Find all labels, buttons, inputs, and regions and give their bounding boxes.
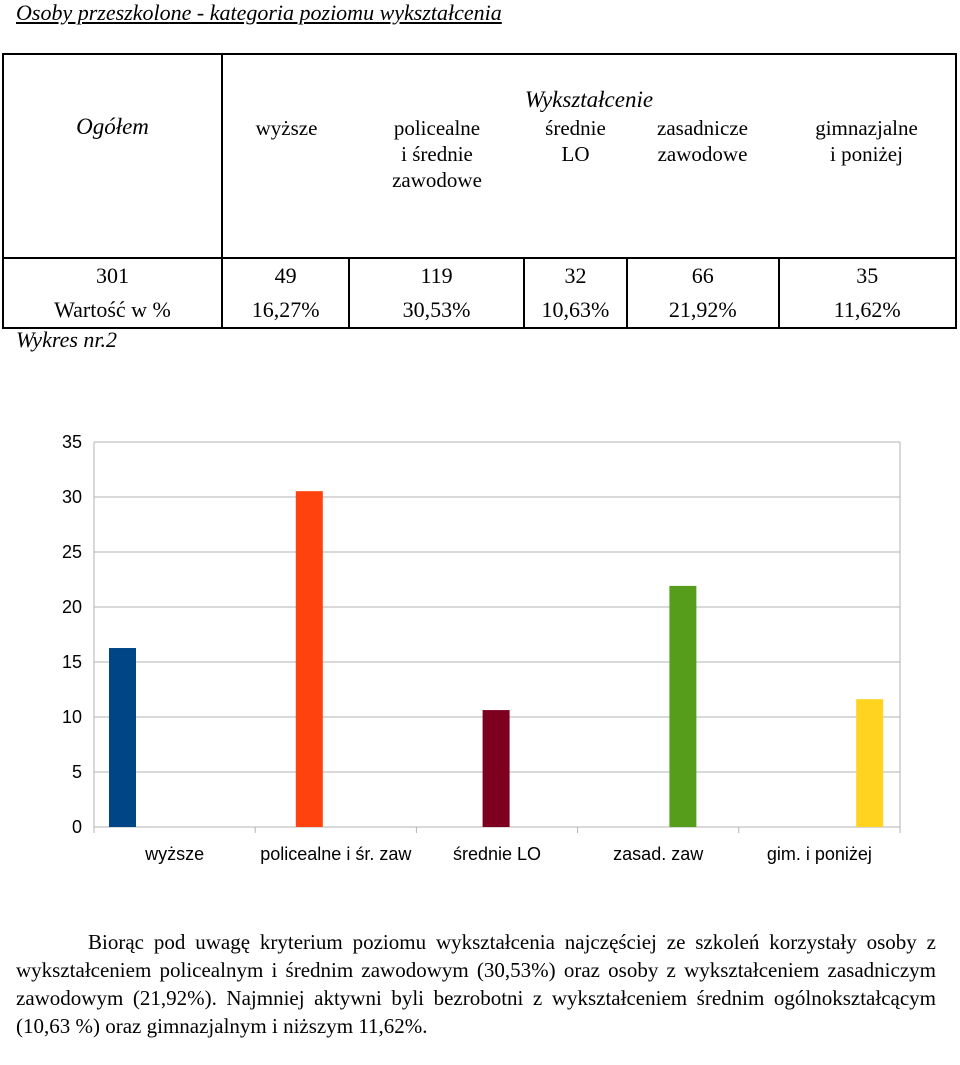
ogolem-header: Ogółem <box>2 53 223 259</box>
count-value: 66 <box>691 263 714 288</box>
bar <box>295 491 323 827</box>
table-header-row: Ogółem Wykształcenie wyższe policealne i… <box>2 53 957 259</box>
y-tick-label: 10 <box>62 707 82 727</box>
category-header-4: gimnazjalne i poniżej <box>815 116 918 166</box>
education-table: Ogółem Wykształcenie wyższe policealne i… <box>2 53 957 329</box>
count-value: 119 <box>420 263 453 288</box>
data-cell-2: 32 10,63% <box>522 257 629 329</box>
count-value: 32 <box>564 263 587 288</box>
total-count: 301 <box>96 263 129 288</box>
y-tick-label: 35 <box>62 432 82 452</box>
x-tick-label: średnie LO <box>453 844 541 864</box>
x-tick-label: zasad. zaw <box>613 844 704 864</box>
data-cell-0: 49 16,27% <box>220 257 351 329</box>
table-data-row: 301 Wartość w % 49 16,27% 119 30,53% 32 … <box>2 257 957 329</box>
percent-value: 10,63% <box>541 297 610 322</box>
bar-chart: 0 5 10 15 20 25 30 35 wyższe policealne i śr. zaw… <box>62 432 901 864</box>
count-value: 49 <box>274 263 297 288</box>
percent-value: 21,92% <box>668 297 737 322</box>
data-cell-4: 35 11,62% <box>777 257 957 329</box>
y-tick-label: 25 <box>62 542 82 562</box>
education-group-title: Wykształcenie <box>524 87 654 112</box>
bar <box>856 699 884 827</box>
category-header-2: średnie LO <box>545 116 606 166</box>
x-tick-label: policealne i śr. zaw <box>260 844 412 864</box>
y-tick-label: 15 <box>62 652 82 672</box>
category-header-3: zasadnicze zawodowe <box>657 116 748 166</box>
bar <box>482 710 510 827</box>
x-tick-label: gim. i poniżej <box>767 844 872 864</box>
y-tick-label: 30 <box>62 487 82 507</box>
chart-caption: Wykres nr.2 <box>16 327 118 352</box>
percent-value: 30,53% <box>402 297 471 322</box>
x-tick-label: wyższe <box>144 844 204 864</box>
data-cell-3: 66 21,92% <box>626 257 780 329</box>
summary-paragraph: Biorąc pod uwagę kryterium poziomu wyksz… <box>16 930 936 1038</box>
percent-value: 11,62% <box>833 297 901 322</box>
data-cell-left: 301 Wartość w % <box>2 257 223 329</box>
percent-row-label: Wartość w % <box>54 297 171 322</box>
count-value: 35 <box>856 263 879 288</box>
page-heading: Osoby przeszkolone - kategoria poziomu w… <box>16 0 502 25</box>
y-tick-label: 20 <box>62 597 82 617</box>
bar <box>669 585 697 827</box>
y-tick-label: 0 <box>72 817 82 837</box>
percent-value: 16,27% <box>251 297 320 322</box>
category-header-1: policealne i średnie zawodowe <box>392 116 482 192</box>
y-tick-label: 5 <box>72 762 82 782</box>
bar <box>109 648 136 827</box>
category-header-0: wyższe <box>255 116 318 140</box>
education-group-header: Wykształcenie wyższe policealne i średni… <box>221 53 957 259</box>
data-cell-1: 119 30,53% <box>348 257 525 329</box>
